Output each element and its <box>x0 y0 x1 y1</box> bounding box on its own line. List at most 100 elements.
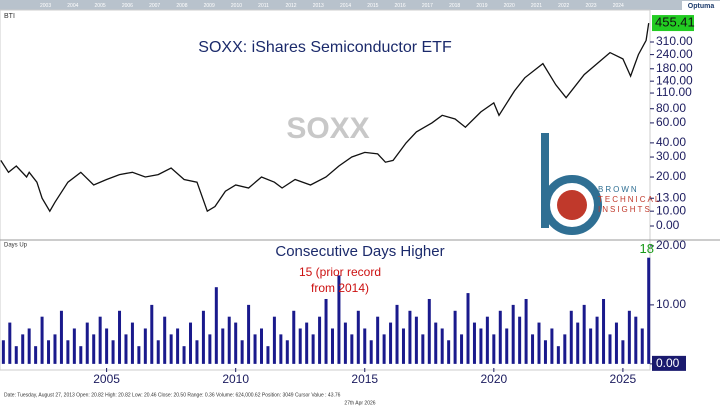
bar <box>85 322 89 364</box>
panel-title: Consecutive Days Higher <box>275 243 444 260</box>
bar <box>292 310 296 364</box>
bar <box>66 340 70 364</box>
bar <box>382 334 386 364</box>
bar <box>214 287 218 364</box>
x-tick-label: 2010 <box>222 372 249 386</box>
bar <box>511 304 515 364</box>
y-tick-label: 180.00 <box>656 61 693 75</box>
bar <box>285 340 289 364</box>
bar <box>111 340 115 364</box>
y-tick-label: 310.00 <box>656 34 693 48</box>
bar <box>201 310 205 364</box>
bar <box>298 328 302 364</box>
bar <box>389 322 393 364</box>
bar <box>550 328 554 364</box>
overview-year: 2020 <box>504 3 515 9</box>
bar <box>169 334 173 364</box>
status-bar: Date: Tuesday, August 27, 2013 Open: 20.… <box>4 392 341 398</box>
bar <box>1 340 5 364</box>
bar <box>485 316 489 364</box>
overview-year: 2014 <box>340 3 351 9</box>
overview-year: 2003 <box>40 3 51 9</box>
overview-year: 2010 <box>231 3 242 9</box>
logo-inner <box>557 190 587 220</box>
bar <box>311 334 315 364</box>
bar <box>59 310 63 364</box>
bar <box>27 328 31 364</box>
bar <box>543 340 547 364</box>
bar <box>460 334 464 364</box>
overview-year: 2009 <box>204 3 215 9</box>
bar <box>621 340 625 364</box>
overview-year: 2012 <box>285 3 296 9</box>
bar <box>466 293 470 364</box>
y-tick-label: 10.00 <box>656 297 686 311</box>
overview-year: 2011 <box>258 3 269 9</box>
bar <box>356 310 360 364</box>
bar <box>118 310 122 364</box>
y-tick-label: 110.00 <box>656 85 692 99</box>
bar <box>150 304 154 364</box>
bar <box>595 316 599 364</box>
y-tick-label: 140.00 <box>656 73 693 87</box>
bar <box>195 340 199 364</box>
bar <box>337 275 341 364</box>
x-tick-label: 2005 <box>93 372 120 386</box>
bar <box>143 328 147 364</box>
price-line <box>0 23 650 213</box>
overview-year: 2018 <box>449 3 460 9</box>
annotation: 15 (prior record <box>299 265 381 279</box>
bar <box>582 304 586 364</box>
y-tick-label: 240.00 <box>656 47 693 61</box>
bar <box>330 328 334 364</box>
bar <box>305 322 309 364</box>
bar <box>105 328 109 364</box>
bar <box>518 316 522 364</box>
overview-year: 2019 <box>476 3 487 9</box>
bar <box>47 340 51 364</box>
overview-year: 2005 <box>95 3 106 9</box>
bar <box>408 310 412 364</box>
brand: Optuma <box>688 3 715 10</box>
bar <box>279 334 283 364</box>
overview-year: 2017 <box>422 3 433 9</box>
bar <box>563 334 567 364</box>
bar <box>602 298 606 364</box>
bar <box>221 328 225 364</box>
logo-text: TECHNICAL <box>598 195 661 204</box>
bar <box>453 310 457 364</box>
bar <box>498 310 502 364</box>
bar <box>350 334 354 364</box>
bar <box>40 316 44 364</box>
bar <box>492 334 496 364</box>
y-tick-label: 30.00 <box>656 149 686 163</box>
bar <box>537 322 541 364</box>
bar <box>369 340 373 364</box>
bar <box>363 328 367 364</box>
logo-bowl <box>542 175 602 235</box>
overview-year: 2023 <box>585 3 596 9</box>
last-bar-label: 18 <box>639 241 653 256</box>
logo-text: BROWN <box>598 185 639 194</box>
bar <box>447 340 451 364</box>
bar <box>176 328 180 364</box>
overview-year: 2006 <box>122 3 133 9</box>
bar <box>92 334 96 364</box>
bar <box>569 310 573 364</box>
y-tick-label: 0.00 <box>656 218 680 232</box>
bar <box>324 298 328 364</box>
bar <box>608 334 612 364</box>
bar <box>440 328 444 364</box>
bar <box>189 322 193 364</box>
bar <box>272 316 276 364</box>
bar <box>130 322 134 364</box>
overview-year: 2016 <box>395 3 406 9</box>
bar <box>21 334 25 364</box>
y-tick-label: 60.00 <box>656 115 686 129</box>
bar <box>395 304 399 364</box>
bar <box>247 304 251 364</box>
bar <box>531 334 535 364</box>
panel-label: Days Up <box>4 243 28 249</box>
bar <box>72 328 76 364</box>
